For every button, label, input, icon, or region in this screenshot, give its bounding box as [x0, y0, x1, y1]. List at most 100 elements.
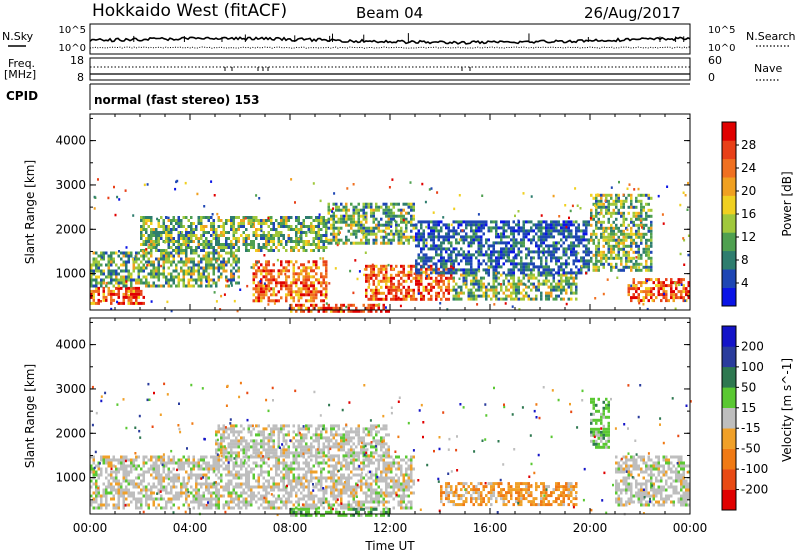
power-echo-cell [300, 240, 303, 243]
power-echo-cell [127, 286, 130, 290]
power-echo-cell [402, 235, 405, 239]
power-echo-cell [260, 296, 263, 300]
power-echo-cell [247, 243, 250, 246]
power-echo-cell [450, 268, 453, 272]
power-echo-cell [645, 262, 648, 266]
power-echo-cell [377, 226, 380, 230]
velocity-echo-cell [235, 485, 238, 489]
power-echo-cell [307, 225, 310, 228]
velocity-echo-cell [225, 464, 228, 468]
power-echo-cell [285, 219, 288, 222]
power-echo-cell [177, 240, 180, 243]
power-scatter-cell [504, 302, 507, 305]
power-scatter-cell [268, 288, 271, 291]
power-echo-cell [650, 287, 653, 291]
power-echo-cell [172, 225, 175, 228]
velocity-echo-cell [142, 464, 145, 468]
power-echo-cell [410, 205, 413, 209]
power-echo-cell [417, 235, 420, 239]
velocity-echo-cell [95, 470, 98, 474]
power-echo-cell [145, 275, 148, 279]
velocity-echo-cell [110, 497, 113, 501]
power-echo-cell [382, 241, 385, 245]
power-scatter-cell [127, 293, 130, 297]
power-echo-cell [545, 291, 548, 295]
power-echo-cell [240, 234, 243, 237]
velocity-echo-cell [102, 488, 105, 492]
velocity-echo-cell [112, 470, 115, 474]
power-echo-cell [620, 223, 623, 227]
power-echo-cell [195, 263, 198, 267]
power-echo-cell [550, 268, 553, 272]
velocity-echo-cell [272, 488, 275, 492]
velocity-echo-cell [165, 491, 168, 495]
power-echo-cell [277, 225, 280, 228]
power-echo-cell [390, 288, 393, 292]
power-echo-cell [365, 229, 368, 233]
power-echo-cell [375, 202, 378, 206]
power-echo-cell [420, 223, 423, 227]
power-echo-cell [687, 296, 690, 300]
power-scatter-cell [107, 196, 110, 200]
power-echo-cell [607, 247, 610, 251]
power-echo-cell [637, 217, 640, 221]
velocity-echo-cell [182, 461, 185, 465]
power-echo-cell [347, 306, 350, 310]
power-echo-cell [455, 297, 458, 301]
power-echo-cell [172, 269, 175, 273]
power-echo-cell [297, 278, 300, 282]
power-echo-cell [517, 282, 520, 286]
power-echo-cell [225, 219, 228, 222]
power-echo-cell [520, 271, 523, 275]
power-echo-cell [522, 232, 525, 236]
power-echo-cell [522, 244, 525, 248]
power-echo-cell [235, 249, 238, 252]
velocity-echo-cell [232, 491, 235, 495]
power-echo-cell [285, 293, 288, 297]
power-echo-cell [560, 268, 563, 272]
power-echo-cell [265, 284, 268, 288]
power-echo-cell [487, 238, 490, 242]
power-echo-cell [520, 291, 523, 295]
velocity-echo-cell [295, 485, 298, 489]
velocity-echo-cell [120, 488, 123, 492]
power-echo-cell [400, 297, 403, 301]
power-echo-cell [497, 297, 500, 301]
power-echo-cell [210, 260, 213, 264]
power-echo-cell [287, 240, 290, 243]
velocity-echo-cell [217, 491, 220, 495]
power-echo-cell [425, 253, 428, 257]
velocity-echo-cell [225, 458, 228, 462]
velocity-echo-cell [252, 467, 255, 471]
power-echo-cell [270, 287, 273, 291]
power-echo-cell [357, 220, 360, 224]
power-echo-cell [650, 256, 653, 260]
power-echo-cell [455, 271, 458, 275]
power-echo-cell [465, 253, 468, 257]
velocity-echo-cell [150, 458, 153, 462]
power-echo-cell [627, 290, 630, 294]
power-echo-cell [432, 270, 435, 274]
velocity-echo-cell [102, 455, 105, 459]
velocity-echo-cell [155, 455, 158, 459]
power-echo-cell [95, 289, 98, 293]
power-echo-cell [385, 223, 388, 227]
power-echo-cell [477, 226, 480, 230]
power-echo-cell [462, 256, 465, 260]
power-echo-cell [620, 268, 623, 272]
power-echo-cell [360, 241, 363, 245]
power-echo-cell [567, 235, 570, 239]
power-echo-cell [277, 234, 280, 237]
power-echo-cell [177, 216, 180, 219]
power-echo-cell [95, 301, 98, 305]
velocity-echo-cell [140, 482, 143, 486]
power-echo-cell [432, 220, 435, 224]
power-echo-cell [467, 273, 470, 277]
power-echo-cell [382, 276, 385, 280]
velocity-echo-cell [205, 464, 208, 468]
power-echo-cell [475, 256, 478, 260]
velocity-echo-cell [167, 458, 170, 462]
power-echo-cell [492, 276, 495, 280]
power-echo-cell [485, 288, 488, 292]
power-echo-cell [337, 205, 340, 209]
